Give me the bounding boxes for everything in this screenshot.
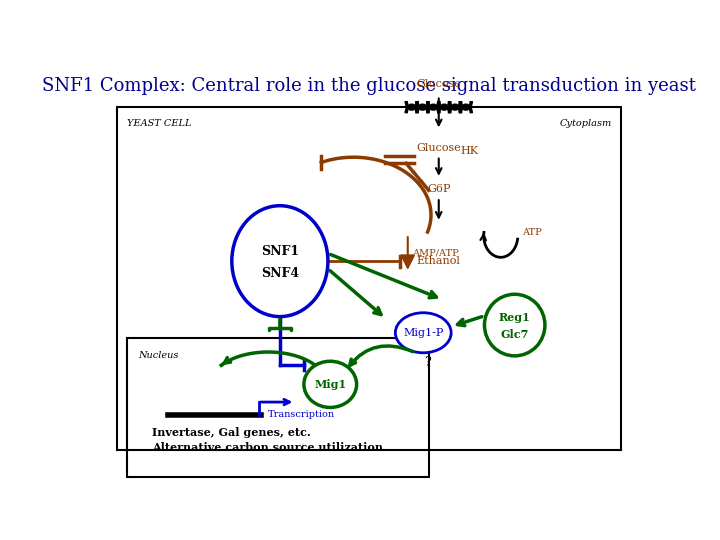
Text: Glucose: Glucose	[416, 143, 461, 153]
Text: YEAST CELL: YEAST CELL	[127, 119, 192, 127]
Text: Alternative carbon source utilization: Alternative carbon source utilization	[152, 442, 383, 453]
Text: Nucleus: Nucleus	[138, 351, 179, 360]
Text: Glc7: Glc7	[500, 329, 529, 340]
Text: ?: ?	[424, 355, 431, 368]
Text: SNF1: SNF1	[261, 245, 299, 259]
Text: G6P: G6P	[427, 184, 451, 194]
Ellipse shape	[232, 206, 328, 316]
Ellipse shape	[304, 361, 356, 408]
Text: Glucose: Glucose	[416, 79, 461, 89]
Bar	[127, 338, 429, 477]
Ellipse shape	[395, 313, 451, 353]
Text: Invertase, Gal genes, etc.: Invertase, Gal genes, etc.	[152, 427, 311, 438]
Text: ATP: ATP	[523, 228, 542, 237]
Text: HK: HK	[461, 146, 479, 156]
Text: Mig1-P: Mig1-P	[403, 328, 444, 338]
Text: Ethanol: Ethanol	[417, 256, 461, 266]
Text: SNF1 Complex: Central role in the glucose signal transduction in yeast: SNF1 Complex: Central role in the glucos…	[42, 77, 696, 96]
Text: SNF4: SNF4	[261, 267, 299, 280]
Text: Mig1: Mig1	[314, 379, 346, 390]
Ellipse shape	[485, 294, 545, 356]
Text: AMP/ATP: AMP/ATP	[412, 249, 459, 258]
Text: Reg1: Reg1	[499, 312, 531, 323]
Text: Cytoplasm: Cytoplasm	[560, 119, 612, 127]
Text: Transcription: Transcription	[269, 410, 336, 418]
Bar	[117, 107, 621, 450]
